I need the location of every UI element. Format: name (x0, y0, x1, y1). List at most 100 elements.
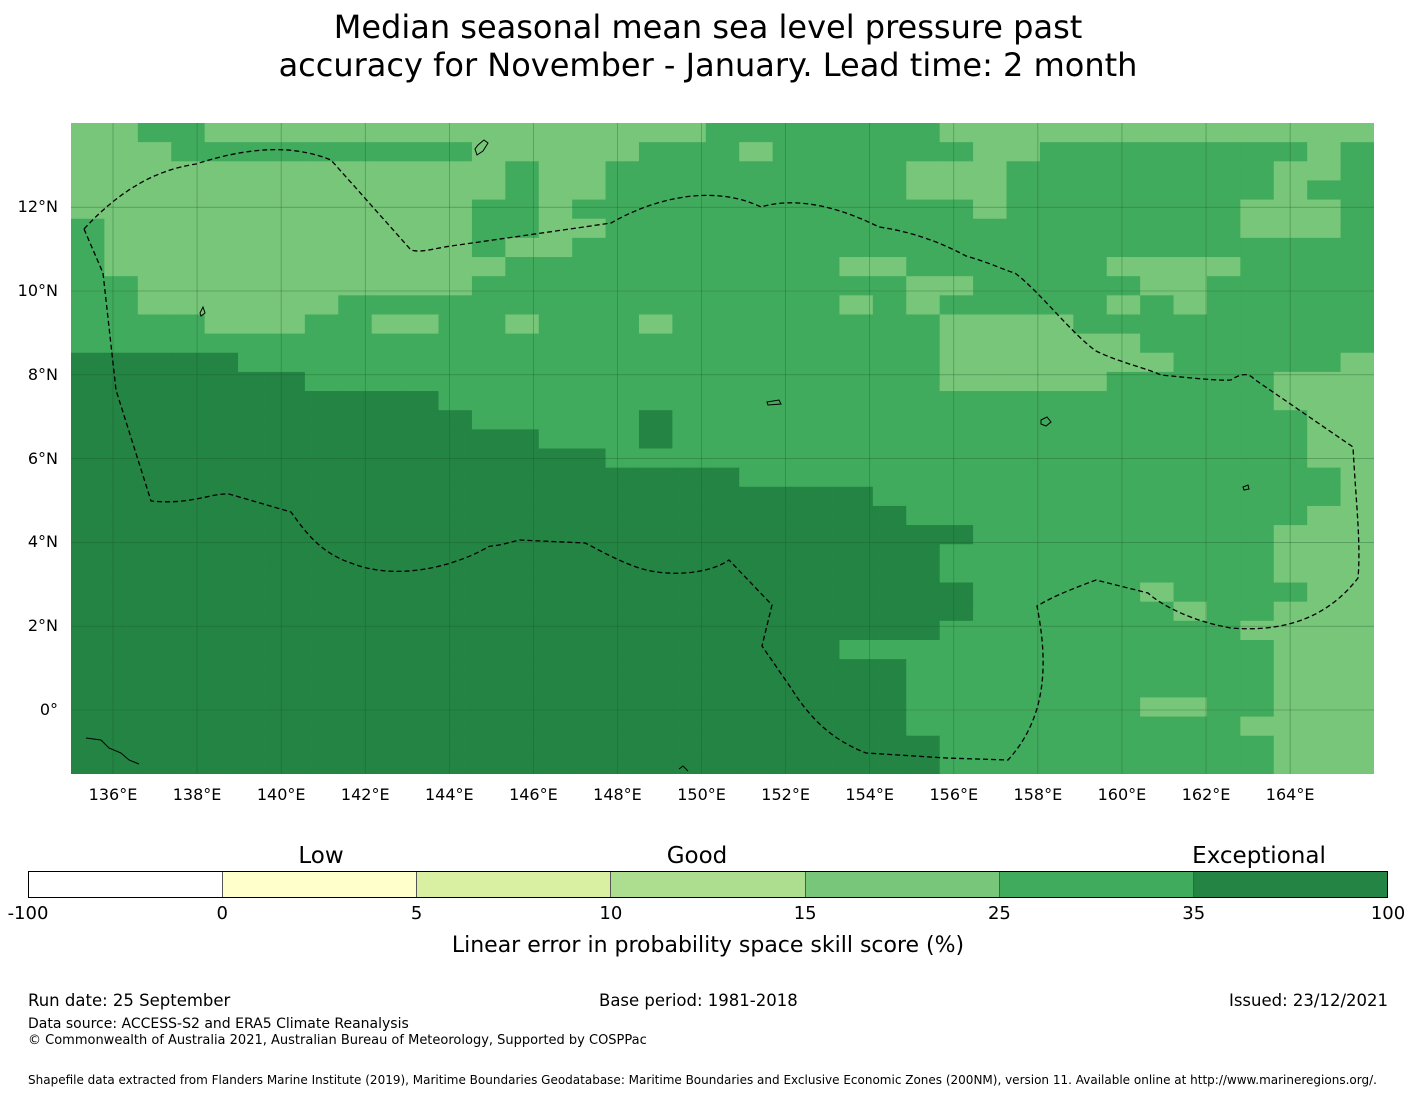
skill-cell (304, 467, 339, 488)
skill-cell (605, 123, 640, 143)
skill-cell (1340, 544, 1374, 564)
skill-cell (137, 601, 172, 622)
skill-cell (137, 525, 172, 545)
skill-cell (572, 505, 607, 526)
skill-cell (1307, 199, 1342, 220)
skill-cell (939, 237, 974, 258)
skill-cell (71, 659, 106, 679)
skill-cell (1273, 295, 1308, 316)
skill-cell (872, 257, 907, 277)
colorbar (28, 871, 1388, 898)
skill-cell (906, 735, 941, 756)
skill-cell (1140, 180, 1175, 201)
skill-cell (271, 371, 306, 392)
skill-cell (1106, 544, 1141, 564)
skill-cell (304, 716, 339, 737)
skill-cell (471, 620, 506, 641)
skill-cell (839, 735, 874, 756)
skill-cell (471, 659, 506, 679)
skill-cell (1240, 544, 1275, 564)
skill-cell (739, 371, 774, 392)
skill-cell (538, 199, 573, 220)
skill-cell (1240, 735, 1275, 756)
skill-cell (405, 257, 440, 277)
skill-cell (1240, 505, 1275, 526)
skill-cell (605, 161, 640, 182)
skill-cell (438, 161, 473, 182)
skill-cell (171, 678, 206, 699)
skill-cell (1106, 314, 1141, 335)
skill-cell (1206, 180, 1241, 201)
skill-cell (171, 314, 206, 335)
skill-cell (906, 371, 941, 392)
skill-cell (1039, 620, 1074, 641)
skill-cell (1106, 333, 1141, 354)
skill-cell (705, 563, 740, 584)
skill-cell (772, 754, 807, 774)
skill-cell (572, 697, 607, 718)
skill-cell (1206, 620, 1241, 641)
skill-cell (872, 678, 907, 699)
skill-cell (137, 639, 172, 660)
skill-cell (839, 142, 874, 162)
skill-cell (471, 563, 506, 584)
skill-cell (338, 142, 373, 162)
skill-cell (1340, 754, 1374, 774)
skill-cell (405, 161, 440, 182)
skill-cell (1173, 123, 1208, 143)
skill-cell (1206, 429, 1241, 450)
skill-cell (939, 525, 974, 545)
skill-cell (1106, 505, 1141, 526)
skill-cell (1173, 620, 1208, 641)
skill-cell (939, 161, 974, 182)
skill-cell (304, 161, 339, 182)
skill-cell (839, 639, 874, 660)
skill-cell (906, 257, 941, 277)
skill-cell (538, 352, 573, 373)
skill-cell (204, 582, 239, 603)
skill-cell (1240, 352, 1275, 373)
skill-cell (605, 620, 640, 641)
skill-cell (1307, 161, 1342, 182)
skill-cell (405, 754, 440, 774)
skill-cell (71, 525, 106, 545)
skill-cell (438, 563, 473, 584)
skill-cell (405, 678, 440, 699)
skill-cell (271, 639, 306, 660)
skill-cell (371, 142, 406, 162)
skill-cell (839, 352, 874, 373)
skill-cell (204, 199, 239, 220)
skill-cell (405, 639, 440, 660)
skill-cell (371, 123, 406, 143)
skill-cell (1240, 295, 1275, 316)
skill-cell (171, 620, 206, 641)
skill-cell (171, 391, 206, 411)
skill-cell (605, 429, 640, 450)
skill-cell (872, 295, 907, 316)
skill-cell (1206, 754, 1241, 774)
skill-cell (1106, 697, 1141, 718)
skill-cell (71, 563, 106, 584)
skill-cell (371, 257, 406, 277)
skill-cell (1140, 237, 1175, 258)
skill-cell (137, 659, 172, 679)
skill-cell (806, 257, 841, 277)
skill-cell (638, 620, 673, 641)
skill-cell (304, 735, 339, 756)
skill-cell (638, 582, 673, 603)
skill-cell (572, 639, 607, 660)
skill-cell (1039, 601, 1074, 622)
skill-cell (1240, 333, 1275, 354)
skill-cell (638, 601, 673, 622)
skill-cell (71, 161, 106, 182)
skill-cell (538, 620, 573, 641)
skill-cell (1173, 142, 1208, 162)
skill-cell (772, 716, 807, 737)
skill-cell (1073, 639, 1108, 660)
skill-cell (538, 525, 573, 545)
skill-cell (939, 352, 974, 373)
skill-cell (806, 314, 841, 335)
skill-cell (572, 563, 607, 584)
skill-cell (1006, 161, 1041, 182)
skill-cell (973, 467, 1008, 488)
